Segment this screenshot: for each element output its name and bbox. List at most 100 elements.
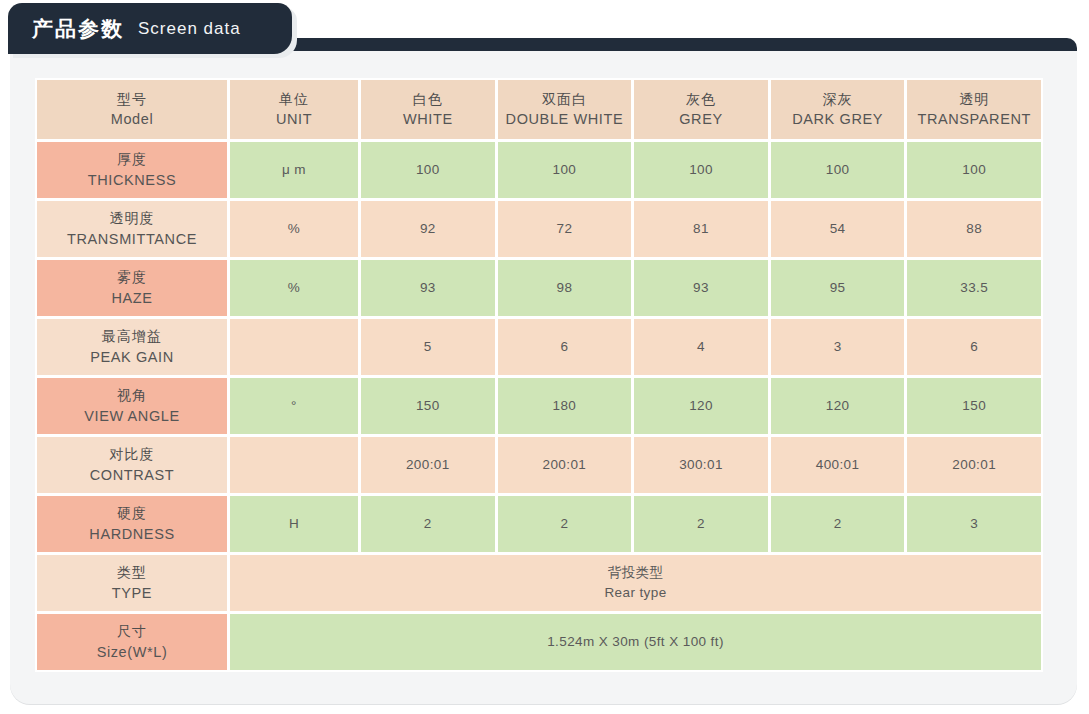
value-cell-thickness-grey: 100 [634, 142, 768, 198]
row-label-contrast-text: 对比度 [110, 444, 155, 464]
row-label-size-w-l-text: Size(W*L) [97, 642, 168, 663]
value-cell-hardness-dark-grey-text: 2 [834, 514, 842, 534]
column-header-double-white-text: DOUBLE WHITE [506, 109, 624, 130]
column-header-model-text: 型号 [117, 89, 147, 109]
value-cell-peak-gain-double-white-text: 6 [560, 337, 568, 357]
value-cell-thickness-dark-grey-text: 100 [826, 160, 850, 180]
value-cell-contrast-transparent-text: 200:01 [952, 455, 996, 475]
column-header-unit-text: UNIT [276, 109, 312, 130]
unit-cell-transmittance-text: % [288, 219, 300, 239]
value-cell-view-angle-white-text: 150 [416, 396, 440, 416]
value-cell-view-angle-grey: 120 [634, 378, 768, 434]
column-header-grey: 灰色GREY [634, 80, 768, 139]
column-header-transparent: 透明TRANSPARENT [907, 80, 1041, 139]
value-cell-haze-white: 93 [361, 260, 495, 316]
value-cell-transmittance-grey: 81 [634, 201, 768, 257]
row-label-transmittance: 透明度TRANSMITTANCE [37, 201, 227, 257]
column-header-double-white-text: 双面白 [542, 89, 587, 109]
value-cell-thickness-white: 100 [361, 142, 495, 198]
value-cell-hardness-double-white-text: 2 [560, 514, 568, 534]
value-cell-view-angle-double-white-text: 180 [553, 396, 577, 416]
column-header-dark-grey-text: DARK GREY [792, 109, 883, 130]
span-value-type-text: Rear type [604, 583, 666, 603]
value-cell-peak-gain-grey: 4 [634, 319, 768, 375]
value-cell-transmittance-double-white: 72 [498, 201, 632, 257]
unit-cell-view-angle: ° [230, 378, 358, 434]
column-header-transparent-text: 透明 [959, 89, 989, 109]
value-cell-haze-double-white-text: 98 [556, 278, 572, 298]
span-value-size-w-l-text: 1.524m X 30m (5ft X 100 ft) [547, 632, 724, 652]
value-cell-view-angle-grey-text: 120 [689, 396, 713, 416]
row-label-type-text: 类型 [117, 562, 147, 582]
row-label-peak-gain: 最高增益PEAK GAIN [37, 319, 227, 375]
page-title-en: Screen data [138, 19, 241, 39]
value-cell-peak-gain-grey-text: 4 [697, 337, 705, 357]
value-cell-thickness-white-text: 100 [416, 160, 440, 180]
row-label-view-angle-text: VIEW ANGLE [84, 406, 179, 427]
value-cell-hardness-dark-grey: 2 [771, 496, 905, 552]
value-cell-view-angle-transparent: 150 [907, 378, 1041, 434]
column-header-white-text: 白色 [413, 89, 443, 109]
column-header-unit-text: 单位 [279, 89, 309, 109]
row-label-size-w-l: 尺寸Size(W*L) [37, 614, 227, 670]
value-cell-transmittance-double-white-text: 72 [556, 219, 572, 239]
value-cell-hardness-transparent: 3 [907, 496, 1041, 552]
value-cell-contrast-grey: 300:01 [634, 437, 768, 493]
unit-cell-thickness-text: μ m [282, 160, 306, 180]
value-cell-haze-double-white: 98 [498, 260, 632, 316]
row-label-contrast: 对比度CONTRAST [37, 437, 227, 493]
column-header-dark-grey-text: 深灰 [823, 89, 853, 109]
value-cell-contrast-dark-grey-text: 400:01 [816, 455, 860, 475]
row-label-haze-text: 雾度 [117, 267, 147, 287]
value-cell-hardness-transparent-text: 3 [970, 514, 978, 534]
row-label-thickness-text: THICKNESS [88, 170, 176, 191]
column-header-grey-text: 灰色 [686, 89, 716, 109]
value-cell-thickness-double-white: 100 [498, 142, 632, 198]
value-cell-haze-white-text: 93 [420, 278, 436, 298]
column-header-model: 型号Model [37, 80, 227, 139]
value-cell-contrast-double-white: 200:01 [498, 437, 632, 493]
row-label-hardness-text: 硬度 [117, 503, 147, 523]
value-cell-view-angle-transparent-text: 150 [962, 396, 986, 416]
row-label-hardness-text: HARDNESS [89, 524, 174, 545]
value-cell-thickness-double-white-text: 100 [553, 160, 577, 180]
row-label-size-w-l-text: 尺寸 [117, 621, 147, 641]
unit-cell-peak-gain [230, 319, 358, 375]
value-cell-haze-transparent: 33.5 [907, 260, 1041, 316]
value-cell-transmittance-white-text: 92 [420, 219, 436, 239]
row-label-transmittance-text: 透明度 [110, 208, 155, 228]
row-label-haze: 雾度HAZE [37, 260, 227, 316]
spec-table: 型号Model单位UNIT白色WHITE双面白DOUBLE WHITE灰色GRE… [35, 78, 1043, 672]
value-cell-view-angle-double-white: 180 [498, 378, 632, 434]
row-label-contrast-text: CONTRAST [90, 465, 175, 486]
value-cell-peak-gain-transparent: 6 [907, 319, 1041, 375]
row-label-hardness: 硬度HARDNESS [37, 496, 227, 552]
unit-cell-transmittance: % [230, 201, 358, 257]
value-cell-contrast-white: 200:01 [361, 437, 495, 493]
value-cell-haze-dark-grey-text: 95 [830, 278, 846, 298]
value-cell-hardness-grey-text: 2 [697, 514, 705, 534]
value-cell-contrast-grey-text: 300:01 [679, 455, 723, 475]
value-cell-thickness-grey-text: 100 [689, 160, 713, 180]
value-cell-transmittance-white: 92 [361, 201, 495, 257]
value-cell-thickness-transparent: 100 [907, 142, 1041, 198]
value-cell-haze-grey-text: 93 [693, 278, 709, 298]
unit-cell-hardness-text: H [289, 514, 299, 534]
value-cell-peak-gain-dark-grey: 3 [771, 319, 905, 375]
value-cell-hardness-grey: 2 [634, 496, 768, 552]
row-label-thickness-text: 厚度 [117, 149, 147, 169]
unit-cell-haze: % [230, 260, 358, 316]
value-cell-contrast-dark-grey: 400:01 [771, 437, 905, 493]
row-label-type: 类型TYPE [37, 555, 227, 611]
column-header-unit: 单位UNIT [230, 80, 358, 139]
unit-cell-contrast [230, 437, 358, 493]
value-cell-contrast-white-text: 200:01 [406, 455, 450, 475]
value-cell-view-angle-dark-grey: 120 [771, 378, 905, 434]
row-label-peak-gain-text: PEAK GAIN [90, 347, 174, 368]
column-header-grey-text: GREY [679, 109, 723, 130]
value-cell-contrast-double-white-text: 200:01 [543, 455, 587, 475]
column-header-white: 白色WHITE [361, 80, 495, 139]
value-cell-peak-gain-dark-grey-text: 3 [834, 337, 842, 357]
value-cell-hardness-white-text: 2 [424, 514, 432, 534]
column-header-transparent-text: TRANSPARENT [917, 109, 1030, 130]
